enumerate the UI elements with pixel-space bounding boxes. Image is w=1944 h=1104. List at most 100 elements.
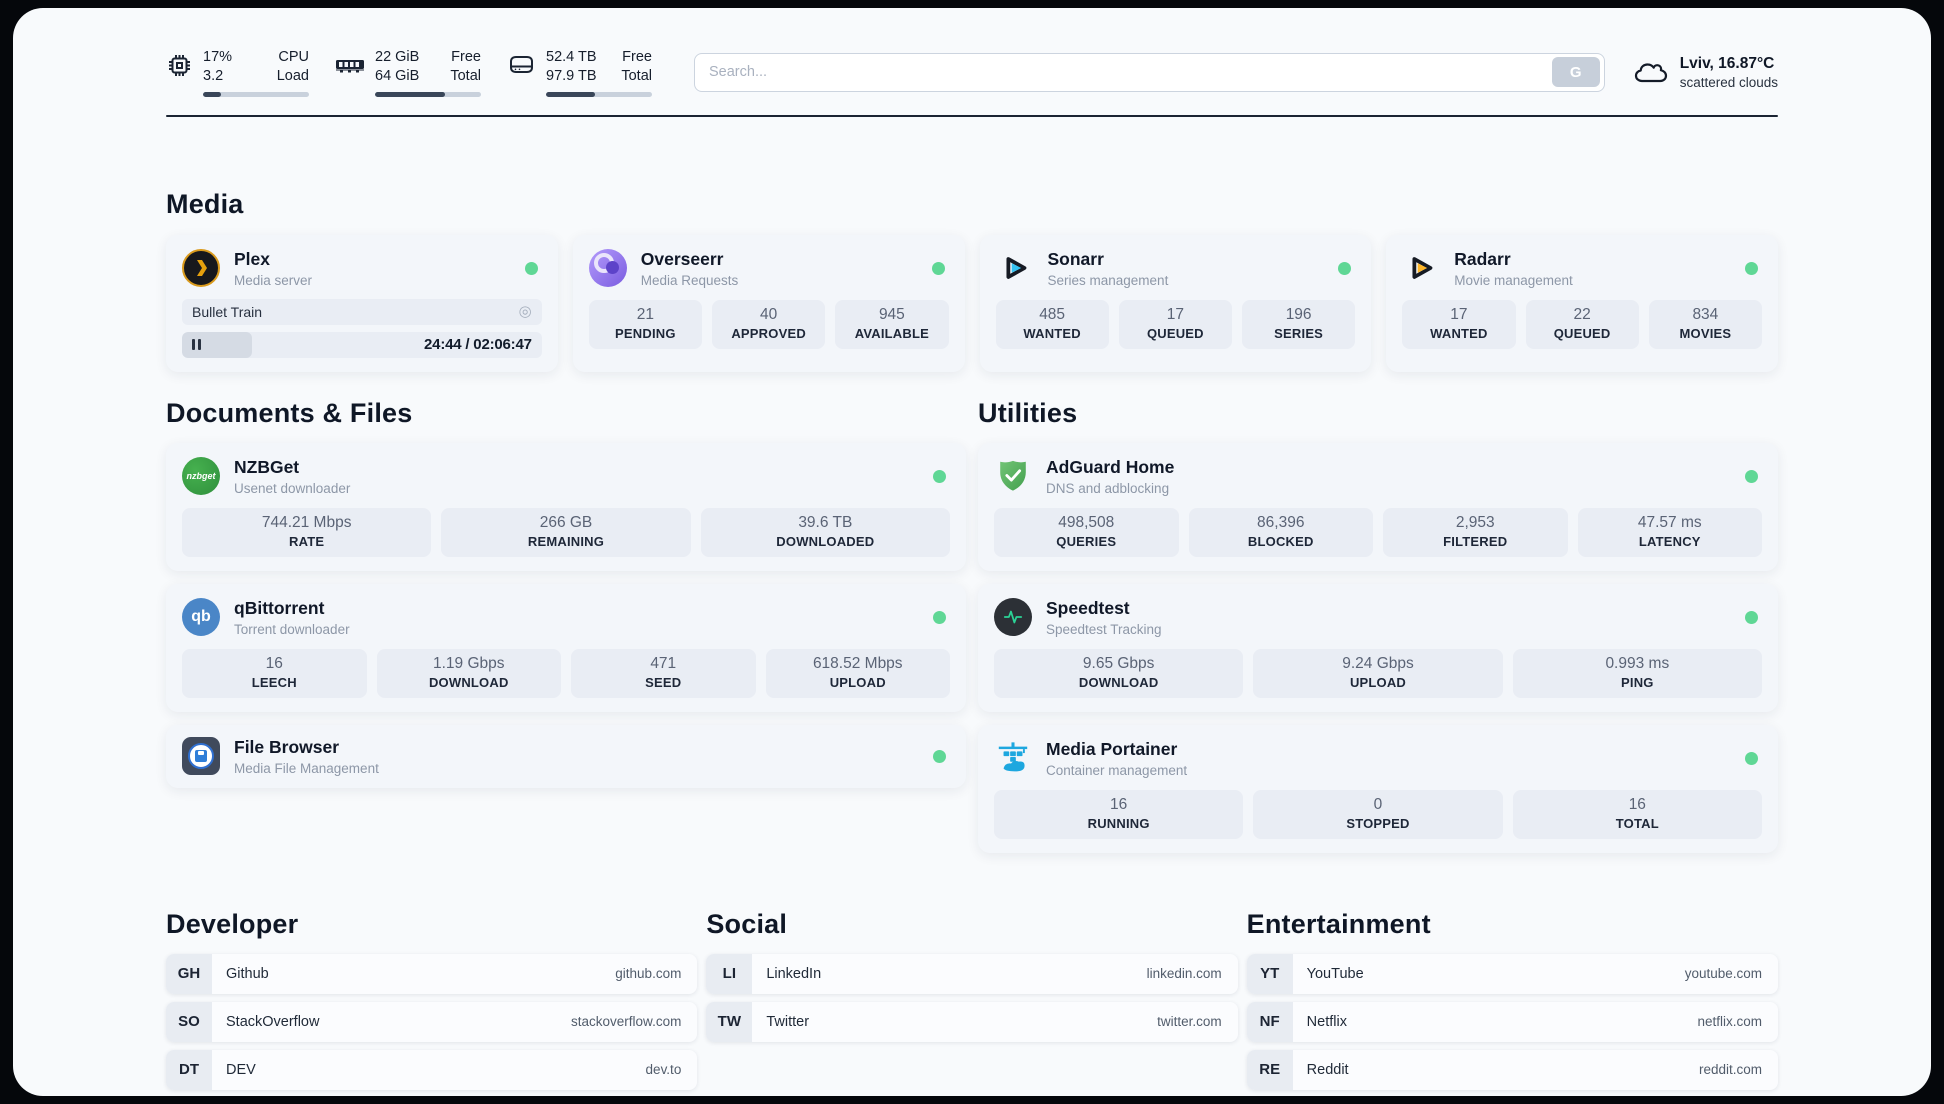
stat-wanted: 17 WANTED [1402, 299, 1516, 349]
app-card-filebrowser[interactable]: File Browser Media File Management [166, 724, 966, 788]
status-indicator [524, 261, 538, 275]
app-description: Series management [1047, 272, 1169, 288]
player-progress-row: 24:44 / 02:06:47 [182, 331, 542, 358]
link-row-netflix[interactable]: NF Netflix netflix.com [1246, 1001, 1778, 1042]
link-row-dev[interactable]: DT DEV dev.to [166, 1049, 698, 1090]
cpu-progress-bar [203, 91, 309, 97]
ram-icon [336, 60, 364, 73]
link-name: Netflix [1306, 1013, 1347, 1030]
disk-progress-bar [546, 91, 652, 97]
stat-rate: 744.21 Mbps RATE [182, 507, 432, 557]
stat-blocked: 86,396 BLOCKED [1188, 507, 1373, 557]
link-row-github[interactable]: GH Github github.com [166, 953, 698, 994]
stat-downloaded: 39.6 TB DOWNLOADED [700, 507, 950, 557]
cpu-progress-fill [203, 91, 222, 97]
stat-movies: 834 MOVIES [1648, 299, 1762, 349]
cpu-icon [169, 55, 190, 76]
link-row-reddit[interactable]: RE Reddit reddit.com [1246, 1049, 1778, 1090]
link-row-youtube[interactable]: YT YouTube youtube.com [1246, 953, 1778, 994]
search-engine-button[interactable]: G [1551, 57, 1600, 88]
disk-label-top: Free [622, 49, 652, 65]
link-name: DEV [226, 1061, 256, 1078]
stat-remaining: 266 GB REMAINING [441, 507, 691, 557]
app-description: Media File Management [234, 760, 379, 776]
stat-queued: 22 QUEUED [1525, 299, 1639, 349]
status-indicator [933, 749, 946, 763]
app-card-overseerr[interactable]: Overseerr Media Requests 21 PENDING 40 APP… [572, 234, 965, 372]
app-name: AdGuard Home [1046, 456, 1175, 477]
cpu-label-bottom: Load [276, 67, 309, 84]
search-bar[interactable]: G [694, 52, 1605, 92]
weather-widget: Lviv, 16.87°C scattered clouds [1633, 55, 1778, 90]
stat-total: 16 TOTAL [1512, 789, 1762, 839]
section-title-documents: Documents & Files [166, 397, 413, 428]
app-card-portainer[interactable]: Media Portainer Container management 16 R… [978, 724, 1778, 853]
stat-upload: 618.52 Mbps UPLOAD [765, 648, 950, 698]
app-card-nzbget[interactable]: nzbget NZBGet Usenet downloader 744.21 M… [166, 442, 966, 571]
session-view-icon[interactable]: ◎ [518, 303, 532, 321]
link-name: Reddit [1306, 1061, 1349, 1078]
app-card-plex[interactable]: Plex Media server Bullet Train ◎ 24:44 /… [166, 234, 558, 372]
stat-leech: 16 LEECH [182, 648, 367, 698]
app-name: Radarr [1454, 248, 1511, 269]
app-card-speedtest[interactable]: Speedtest Speedtest Tracking 9.65 Gbps DO… [978, 583, 1778, 712]
stat-stopped: 0 STOPPED [1253, 789, 1503, 839]
app-name: Overseerr [640, 248, 724, 269]
link-row-linkedin[interactable]: LI LinkedIn linkedin.com [706, 953, 1238, 994]
section-documents: Documents & Files nzbget NZBGet Usenet d… [166, 398, 966, 853]
app-description: Container management [1046, 762, 1188, 778]
ram-stat: 22 GiB Free 64 GiB Total [335, 48, 481, 97]
stat-wanted: 485 WANTED [995, 299, 1109, 349]
plex-icon [182, 249, 220, 288]
ram-label-bottom: Total [450, 67, 481, 84]
link-badge: YT [1246, 953, 1293, 994]
link-name: LinkedIn [766, 965, 822, 982]
now-playing-row: Bullet Train ◎ [182, 298, 542, 325]
link-name: YouTube [1306, 965, 1364, 982]
dashboard-page: 17% CPU 3.2 Load 22 GiB Free 64 GiB Total [13, 8, 1931, 1096]
stat-queued: 17 QUEUED [1118, 299, 1232, 349]
disk-stat: 52.4 TB Free 97.9 TB Total [507, 48, 652, 97]
stat-seed: 471 SEED [571, 648, 756, 698]
status-indicator [933, 469, 946, 483]
app-name: File Browser [234, 736, 340, 757]
qbittorrent-icon: qb [182, 598, 220, 637]
pause-icon[interactable] [192, 339, 201, 351]
ram-progress-fill [375, 91, 445, 97]
link-badge: TW [706, 1001, 753, 1042]
link-row-stackoverflow[interactable]: SO StackOverflow stackoverflow.com [166, 1001, 698, 1042]
ram-label-top: Free [451, 49, 481, 65]
link-url: github.com [615, 966, 682, 982]
nzbget-icon: nzbget [182, 457, 220, 496]
disk-total-value: 97.9 TB [546, 67, 597, 84]
app-card-radarr[interactable]: Radarr Movie management 17 WANTED 22 QUEUE… [1386, 234, 1778, 372]
ram-total-value: 64 GiB [375, 67, 420, 84]
section-title-developer: Developer [166, 908, 299, 939]
link-name: StackOverflow [226, 1013, 320, 1030]
app-name: Speedtest [1046, 597, 1130, 618]
adguard-icon [994, 457, 1032, 495]
stat-download: 1.19 Gbps DOWNLOAD [376, 648, 561, 698]
stat-upload: 9.24 Gbps UPLOAD [1253, 648, 1503, 698]
link-url: reddit.com [1698, 1062, 1762, 1078]
cloud-icon [1634, 63, 1667, 83]
app-description: DNS and adblocking [1046, 480, 1170, 496]
ram-free-value: 22 GiB [375, 49, 420, 65]
section-title-media: Media [166, 188, 244, 219]
link-badge: GH [166, 953, 212, 994]
app-card-qbittorrent[interactable]: qb qBittorrent Torrent downloader 16 LEEC… [166, 583, 966, 712]
stat-queries: 498,508 QUERIES [994, 507, 1179, 557]
disk-progress-fill [546, 91, 595, 97]
app-name: NZBGet [234, 456, 300, 477]
app-card-adguard[interactable]: AdGuard Home DNS and adblocking 498,508 Q… [978, 442, 1778, 571]
header-divider [166, 114, 1778, 117]
link-row-twitter[interactable]: TW Twitter twitter.com [706, 1001, 1238, 1042]
cpu-percent: 17% [203, 49, 233, 65]
stat-filtered: 2,953 FILTERED [1383, 507, 1568, 557]
stat-pending: 21 PENDING [588, 299, 702, 349]
weather-location-temp: Lviv, 16.87°C [1679, 54, 1775, 72]
section-social: Social LI LinkedIn linkedin.com TW Twitt… [706, 909, 1238, 1090]
search-input[interactable] [709, 64, 1552, 81]
app-card-sonarr[interactable]: Sonarr Series management 485 WANTED 17 QUE… [979, 234, 1372, 372]
cpu-label-top: CPU [278, 49, 309, 65]
